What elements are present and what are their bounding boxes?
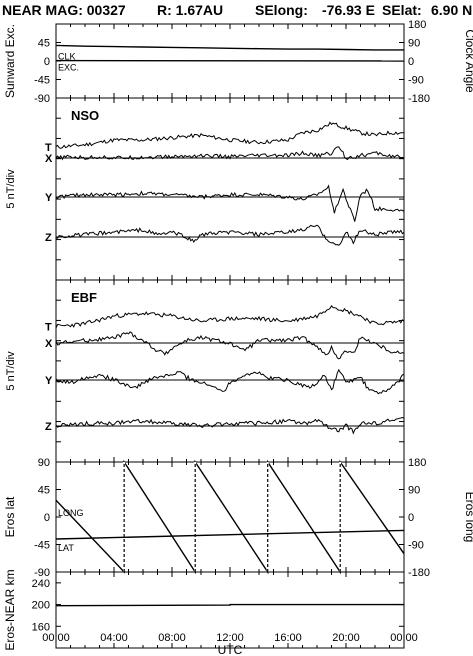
y-tick-label-right: 0 — [408, 56, 414, 68]
series-label-exc: EXC. — [58, 63, 79, 73]
selong-label: SElong: — [255, 2, 308, 18]
series-line-long — [55, 459, 405, 575]
y-axis-label: Eros lat — [3, 496, 17, 537]
series-label-lat: LAT — [58, 543, 74, 553]
y-tick-label: 90 — [38, 457, 50, 469]
series-label-z: Z — [45, 421, 52, 433]
x-tick-label: 08:00 — [158, 632, 186, 644]
series-line-x — [55, 146, 405, 161]
y-axis-label: Sunward Exc. — [3, 24, 17, 98]
selat-label: SElat: — [382, 2, 422, 18]
y-axis-label: 5 nT/div — [5, 169, 17, 209]
range-label: R: 1.67AU — [157, 2, 224, 18]
y-tick-label-right: -180 — [408, 93, 430, 105]
y-tick-label: -90 — [34, 567, 50, 579]
series-line-x — [55, 331, 405, 360]
series-label-t: T — [45, 321, 52, 333]
x-axis-label: UTC — [218, 643, 243, 656]
y-tick-label: 0 — [44, 56, 50, 68]
y-tick-label: 45 — [38, 38, 50, 50]
y-tick-label-right: 0 — [408, 512, 414, 524]
series-label-x: X — [45, 153, 53, 165]
y-tick-label-right: 180 — [408, 457, 426, 469]
series-label-long: LONG — [58, 508, 84, 518]
x-tick-label: 00:00 — [42, 632, 70, 644]
series-label-y: Y — [45, 375, 53, 387]
selong-value: -76.93 E — [322, 2, 375, 18]
y-tick-label-right: -90 — [408, 75, 424, 87]
x-tick-label: 12:00 — [216, 632, 244, 644]
x-tick-label: 16:00 — [274, 632, 302, 644]
series-line-t — [55, 304, 405, 329]
series-label-t: T — [45, 142, 52, 154]
nso-title: NSO — [71, 108, 99, 123]
x-tick-label: 00:00 — [390, 632, 418, 644]
y-tick-label: 45 — [38, 485, 50, 497]
y-tick-label: 200 — [32, 600, 50, 612]
y-tick-label: 160 — [32, 621, 50, 633]
series-label-y: Y — [45, 192, 53, 204]
y-axis-label-right: Eros long — [463, 492, 473, 543]
y-tick-label: -90 — [34, 93, 50, 105]
y-tick-label-right: 180 — [408, 19, 426, 31]
y-tick-label-right: 90 — [408, 485, 420, 497]
y-axis-label-right: Clock Angle — [463, 29, 473, 93]
series-line-lat — [55, 529, 405, 540]
series-line-y — [55, 368, 404, 395]
y-tick-label: 0 — [44, 512, 50, 524]
y-axis-label: Eros-NEAR km — [3, 569, 17, 650]
selat-value: 6.90 N — [431, 2, 473, 18]
series-label-z: Z — [45, 232, 52, 244]
x-tick-label: 04:00 — [100, 632, 128, 644]
series-line-z — [55, 416, 405, 435]
series-label-clk: CLK — [58, 51, 76, 61]
header: NEAR MAG: 00327 R: 1.67AU SElong: -76.93… — [0, 2, 473, 22]
series-line-y — [55, 184, 405, 222]
y-tick-label-right: 90 — [408, 38, 420, 50]
y-tick-label-right: -180 — [408, 567, 430, 579]
ebf-frame — [55, 279, 405, 463]
series-line-t — [55, 121, 404, 149]
mission-label: NEAR MAG: 00327 — [2, 2, 126, 18]
y-tick-label: 240 — [32, 578, 50, 590]
series-line-range — [55, 603, 404, 607]
y-tick-label: -45 — [34, 75, 50, 87]
ebf-title: EBF — [71, 290, 97, 305]
y-axis-label: 5 nT/div — [5, 351, 17, 391]
nso-frame — [55, 97, 405, 281]
x-tick-label: 20:00 — [332, 632, 360, 644]
y-tick-label: -45 — [34, 540, 50, 552]
series-line-z — [55, 224, 405, 246]
series-label-x: X — [45, 338, 53, 350]
y-tick-label-right: -90 — [408, 540, 424, 552]
series-line-clk — [55, 44, 404, 51]
